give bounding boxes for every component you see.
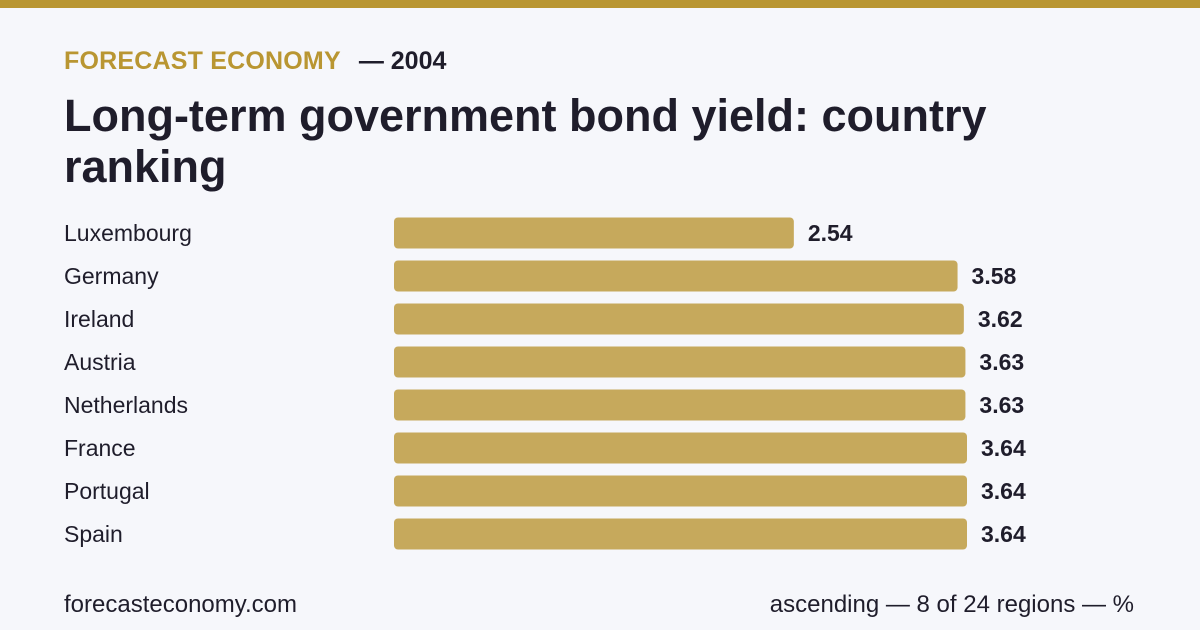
bar [394, 217, 794, 249]
value-label: 3.62 [978, 306, 1023, 332]
category-label: Portugal [64, 478, 150, 504]
category-label: Spain [64, 521, 123, 547]
bar [394, 518, 967, 550]
value-label: 3.63 [979, 392, 1024, 418]
category-label: Ireland [64, 306, 134, 332]
top-accent-bar [0, 0, 1200, 8]
value-label: 3.64 [981, 435, 1026, 461]
category-label: Luxembourg [64, 220, 192, 246]
bar [394, 389, 966, 421]
value-label: 2.54 [808, 220, 853, 246]
site-url: forecasteconomy.com [64, 591, 297, 618]
category-label: France [64, 435, 136, 461]
bar [394, 303, 964, 335]
category-label: Austria [64, 349, 136, 375]
bar [394, 475, 967, 507]
header-kicker: FORECAST ECONOMY — 2004 [64, 44, 446, 78]
value-label: 3.64 [981, 521, 1026, 547]
page-title: Long-term government bond yield: country… [64, 90, 987, 192]
bar [394, 346, 966, 378]
year-label: — 2004 [358, 46, 447, 75]
chart-note: ascending — 8 of 24 regions — % [769, 591, 1134, 618]
value-label: 3.58 [972, 263, 1017, 289]
category-label: Germany [64, 263, 159, 289]
bar [394, 260, 958, 292]
value-label: 3.63 [979, 349, 1024, 375]
value-label: 3.64 [981, 478, 1026, 504]
bar [394, 432, 967, 464]
brand-name: FORECAST ECONOMY [64, 46, 341, 75]
category-label: Netherlands [64, 392, 188, 418]
